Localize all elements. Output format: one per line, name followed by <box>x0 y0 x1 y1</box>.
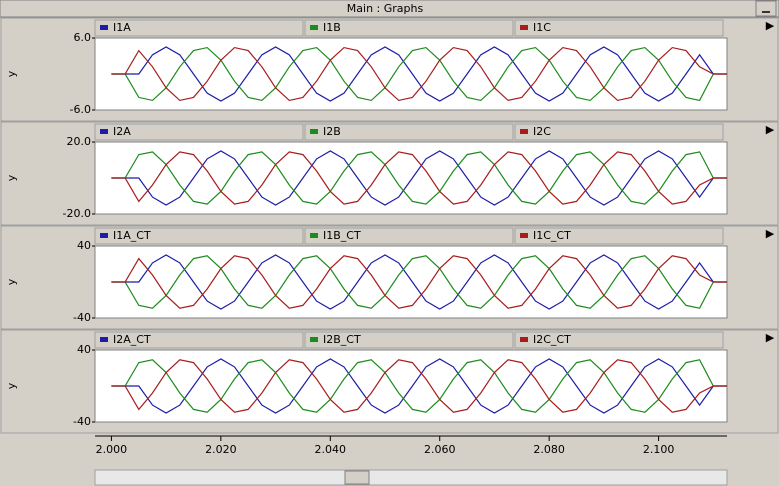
legend-label: I2A <box>113 125 131 138</box>
minimize-button[interactable] <box>755 0 777 17</box>
x-tick-label: 2.100 <box>643 443 675 456</box>
x-tick-label: 2.000 <box>96 443 128 456</box>
legend-label: I2C_CT <box>533 333 571 346</box>
legend-box[interactable] <box>94 19 304 37</box>
y-tick-label: 20.0 <box>67 135 92 148</box>
legend-box[interactable] <box>304 227 514 245</box>
y-axis-label: y <box>5 382 18 389</box>
legend-swatch <box>310 337 318 342</box>
panel-menu-arrow: ▶ <box>766 19 775 32</box>
plot-area <box>94 141 728 215</box>
legend-label: I1B_CT <box>323 229 361 242</box>
title-bar <box>0 0 779 18</box>
legend-box[interactable] <box>514 331 724 349</box>
y-axis-label: y <box>5 278 18 285</box>
series-line <box>111 254 727 310</box>
plot-area <box>94 349 728 423</box>
legend-swatch <box>520 129 528 134</box>
x-tick-label: 2.080 <box>533 443 565 456</box>
legend-label: I1C_CT <box>533 229 571 242</box>
series-line <box>111 358 727 414</box>
legend-box[interactable] <box>94 123 304 141</box>
legend-label: I1A <box>113 21 131 34</box>
y-axis-label: y <box>5 174 18 181</box>
legend-label: I2C <box>533 125 551 138</box>
plot-area <box>94 245 728 319</box>
legend-box[interactable] <box>304 123 514 141</box>
legend-swatch <box>520 337 528 342</box>
y-tick-label: 6.0 <box>74 31 92 44</box>
y-tick-label: -20.0 <box>63 207 91 220</box>
series-line <box>111 359 727 413</box>
panel-menu-arrow: ▶ <box>766 227 775 240</box>
series-line <box>111 151 727 205</box>
x-tick-label: 2.040 <box>315 443 347 456</box>
series-line <box>111 150 727 206</box>
legend-box[interactable] <box>94 331 304 349</box>
x-tick-label: 2.020 <box>205 443 237 456</box>
legend-label: I1A_CT <box>113 229 151 242</box>
legend-swatch <box>520 233 528 238</box>
legend-box[interactable] <box>514 227 724 245</box>
scrollbar-thumb[interactable] <box>344 470 370 485</box>
series-line <box>111 46 727 102</box>
legend-label: I1C <box>533 21 551 34</box>
panel-menu-arrow: ▶ <box>766 123 775 136</box>
y-tick-label: 40 <box>77 343 91 356</box>
y-axis-label: y <box>5 70 18 77</box>
legend-swatch <box>100 337 108 342</box>
legend-swatch <box>100 233 108 238</box>
legend-label: I1B <box>323 21 341 34</box>
window-title: Main : Graphs <box>347 2 424 15</box>
legend-box[interactable] <box>304 331 514 349</box>
panel-menu-arrow: ▶ <box>766 331 775 344</box>
legend-box[interactable] <box>304 19 514 37</box>
legend-box[interactable] <box>94 227 304 245</box>
scrollbar[interactable] <box>94 469 728 486</box>
y-tick-label: -40 <box>73 311 91 324</box>
series-line <box>111 255 727 309</box>
legend-box[interactable] <box>514 19 724 37</box>
y-tick-label: -6.0 <box>70 103 91 116</box>
series-line <box>111 151 727 205</box>
legend-swatch <box>520 25 528 30</box>
legend-swatch <box>100 129 108 134</box>
series-line <box>111 46 727 102</box>
series-line <box>111 255 727 309</box>
legend-swatch <box>310 129 318 134</box>
legend-label: I2B <box>323 125 341 138</box>
plot-area <box>94 37 728 111</box>
y-tick-label: -40 <box>73 415 91 428</box>
legend-label: I2B_CT <box>323 333 361 346</box>
legend-box[interactable] <box>514 123 724 141</box>
legend-swatch <box>100 25 108 30</box>
series-line <box>111 46 727 102</box>
x-tick-label: 2.060 <box>424 443 456 456</box>
y-tick-label: 40 <box>77 239 91 252</box>
series-line <box>111 359 727 413</box>
legend-label: I2A_CT <box>113 333 151 346</box>
legend-swatch <box>310 25 318 30</box>
legend-swatch <box>310 233 318 238</box>
